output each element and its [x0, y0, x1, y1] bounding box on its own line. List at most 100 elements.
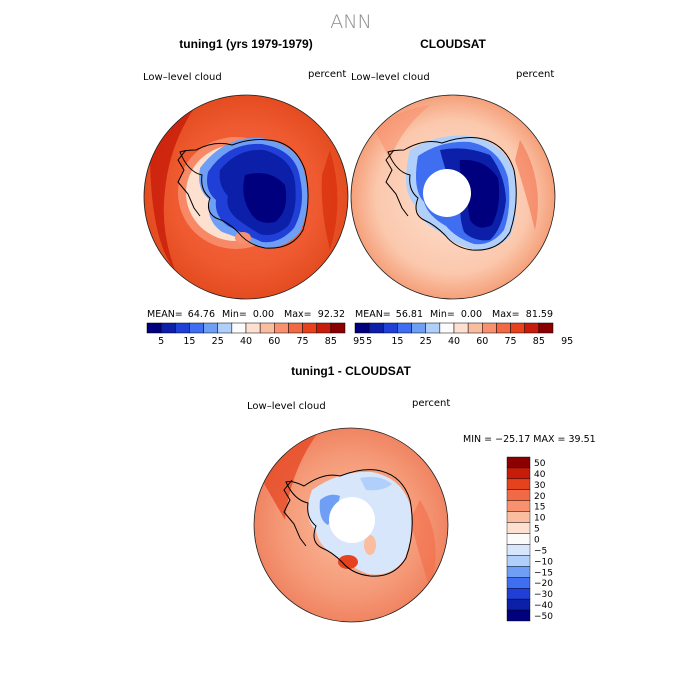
- diff-positive-patch: [262, 430, 320, 520]
- obs-polar-data-gap: [423, 169, 471, 217]
- model-colorbar-swatch: [288, 322, 303, 334]
- obs-antarctica-coastline: [387, 137, 517, 251]
- model-colorbar-swatch: [146, 322, 162, 334]
- diff-colorbar-tick-label: 5: [534, 525, 540, 535]
- obs-cloud-patch: [515, 140, 538, 230]
- diff-colorbar-swatch: [506, 533, 531, 545]
- diff-colorbar-tick-label: −5: [534, 546, 547, 556]
- model-max-label: Max=: [284, 309, 312, 320]
- obs-min-value: 0.00: [461, 309, 482, 320]
- diff-negative-patch: [360, 476, 392, 491]
- diff-colorbar-swatch: [506, 566, 531, 578]
- obs-min-label: Min=: [430, 309, 455, 320]
- model-colorbar-swatch: [189, 322, 204, 334]
- diff-colorbar-tick-label: 0: [534, 536, 540, 546]
- model-antarctica-coastline: [179, 139, 309, 249]
- obs-colorbar-swatch: [383, 322, 398, 334]
- obs-colorbar-swatch: [411, 322, 426, 334]
- model-min-value: 0.00: [253, 309, 274, 320]
- model-units-label: percent: [308, 69, 346, 80]
- diff-colorbar-swatch: [506, 511, 531, 523]
- obs-colorbar-swatch: [397, 322, 412, 334]
- model-colorbar-tick-label: 60: [268, 336, 280, 347]
- model-colorbar-tick-label: 15: [183, 336, 195, 347]
- model-max-value: 92.32: [318, 309, 345, 320]
- model-colorbar-swatch: [231, 322, 247, 334]
- obs-colorbar-swatch: [439, 322, 455, 334]
- model-variable-label: Low–level cloud: [143, 72, 222, 83]
- obs-colorbar-tick-label: 85: [533, 336, 545, 347]
- diff-colorbar-swatch: [506, 544, 531, 556]
- diff-antarctica-coastline: [285, 469, 413, 577]
- model-high-cloud-patch: [321, 150, 338, 250]
- obs-colorbar-tick-label: 75: [505, 336, 517, 347]
- model-colorbar-tick-label: 25: [212, 336, 224, 347]
- diff-positive-patch: [410, 500, 436, 590]
- model-mean-value: 64.76: [188, 309, 215, 320]
- obs-colorbar-tick-label: 40: [448, 336, 460, 347]
- diff-ross-sea-positive: [338, 555, 358, 569]
- diff-colorbar-tick-label: −50: [534, 612, 553, 622]
- obs-antarctica-core: [459, 159, 500, 228]
- diff-colorbar-swatch: [506, 467, 531, 480]
- model-min-label: Min=: [222, 309, 247, 320]
- obs-mean-value: 56.81: [396, 309, 423, 320]
- model-colorbar-swatch: [160, 322, 176, 334]
- model-colorbar-swatch: [330, 322, 346, 334]
- diff-colorbar-tick-label: −40: [534, 601, 553, 611]
- diff-colorbar-tick-label: −30: [534, 590, 553, 600]
- model-colorbar-swatch: [316, 322, 332, 334]
- model-map-border: [143, 94, 349, 300]
- obs-map: [350, 94, 556, 300]
- obs-colorbar-swatch: [467, 322, 483, 334]
- diff-colorbar-tick-label: 40: [534, 470, 546, 480]
- diff-minmax-text: MIN = −25.17 MAX = 39.51: [463, 434, 596, 445]
- diff-colorbar-swatch: [506, 555, 531, 567]
- obs-colorbar-swatch: [538, 322, 554, 334]
- obs-colorbar-swatch: [368, 322, 384, 334]
- diff-interior-positive: [364, 535, 376, 555]
- obs-south-america-coastline: [385, 149, 409, 217]
- diff-polar-data-gap: [329, 497, 375, 543]
- obs-map-border: [350, 94, 556, 300]
- diff-colorbar-swatch: [506, 598, 531, 611]
- diff-map: [253, 427, 449, 623]
- diff-negative-patch: [319, 494, 340, 525]
- obs-stats-line: MEAN= 56.81 Min= 0.00 Max= 81.59: [355, 309, 553, 320]
- obs-colorbar-swatch: [524, 322, 540, 334]
- obs-colorbar-swatch: [482, 322, 497, 334]
- obs-panel-heading: CLOUDSAT: [420, 37, 486, 51]
- model-colorbar-swatch: [203, 322, 218, 334]
- model-colorbar-tick-label: 75: [297, 336, 309, 347]
- obs-max-value: 81.59: [526, 309, 553, 320]
- diff-variable-label: Low–level cloud: [247, 401, 326, 412]
- diff-colorbar-swatch: [506, 456, 531, 469]
- model-high-cloud-patch: [150, 100, 200, 270]
- model-colorbar-tick-label: 95: [353, 336, 365, 347]
- diff-colorbar-swatch: [506, 500, 531, 512]
- obs-mean-label: MEAN=: [355, 309, 391, 320]
- model-colorbar-tick-label: 40: [240, 336, 252, 347]
- model-colorbar-tick-label: 5: [158, 336, 164, 347]
- diff-colorbar-tick-label: 10: [534, 514, 546, 524]
- model-colorbar-swatch: [274, 322, 289, 334]
- obs-colorbar: 5 15 25 40 60 75 85 95: [354, 322, 573, 347]
- diff-colorbar-tick-label: 50: [534, 459, 546, 469]
- obs-colorbar-tick-label: 60: [476, 336, 488, 347]
- diff-colorbar-swatch: [506, 522, 531, 534]
- diff-panel-heading: tuning1 - CLOUDSAT: [291, 364, 411, 378]
- diff-colorbar-tick-label: 20: [534, 492, 546, 502]
- model-colorbar: 5 15 25 40 60 75 85 95: [146, 322, 365, 347]
- diff-colorbar-tick-label: −10: [534, 557, 553, 567]
- model-colorbar-swatch: [302, 322, 317, 334]
- obs-max-label: Max=: [492, 309, 520, 320]
- model-south-america-coastline: [177, 149, 201, 217]
- diff-colorbar-swatch: [506, 489, 531, 501]
- obs-colorbar-tick-label: 95: [561, 336, 573, 347]
- obs-colorbar-swatch: [425, 322, 441, 334]
- obs-cloud-patch: [375, 105, 430, 160]
- diff-south-america-coastline: [283, 479, 307, 547]
- diff-colorbar-swatch: [506, 478, 531, 491]
